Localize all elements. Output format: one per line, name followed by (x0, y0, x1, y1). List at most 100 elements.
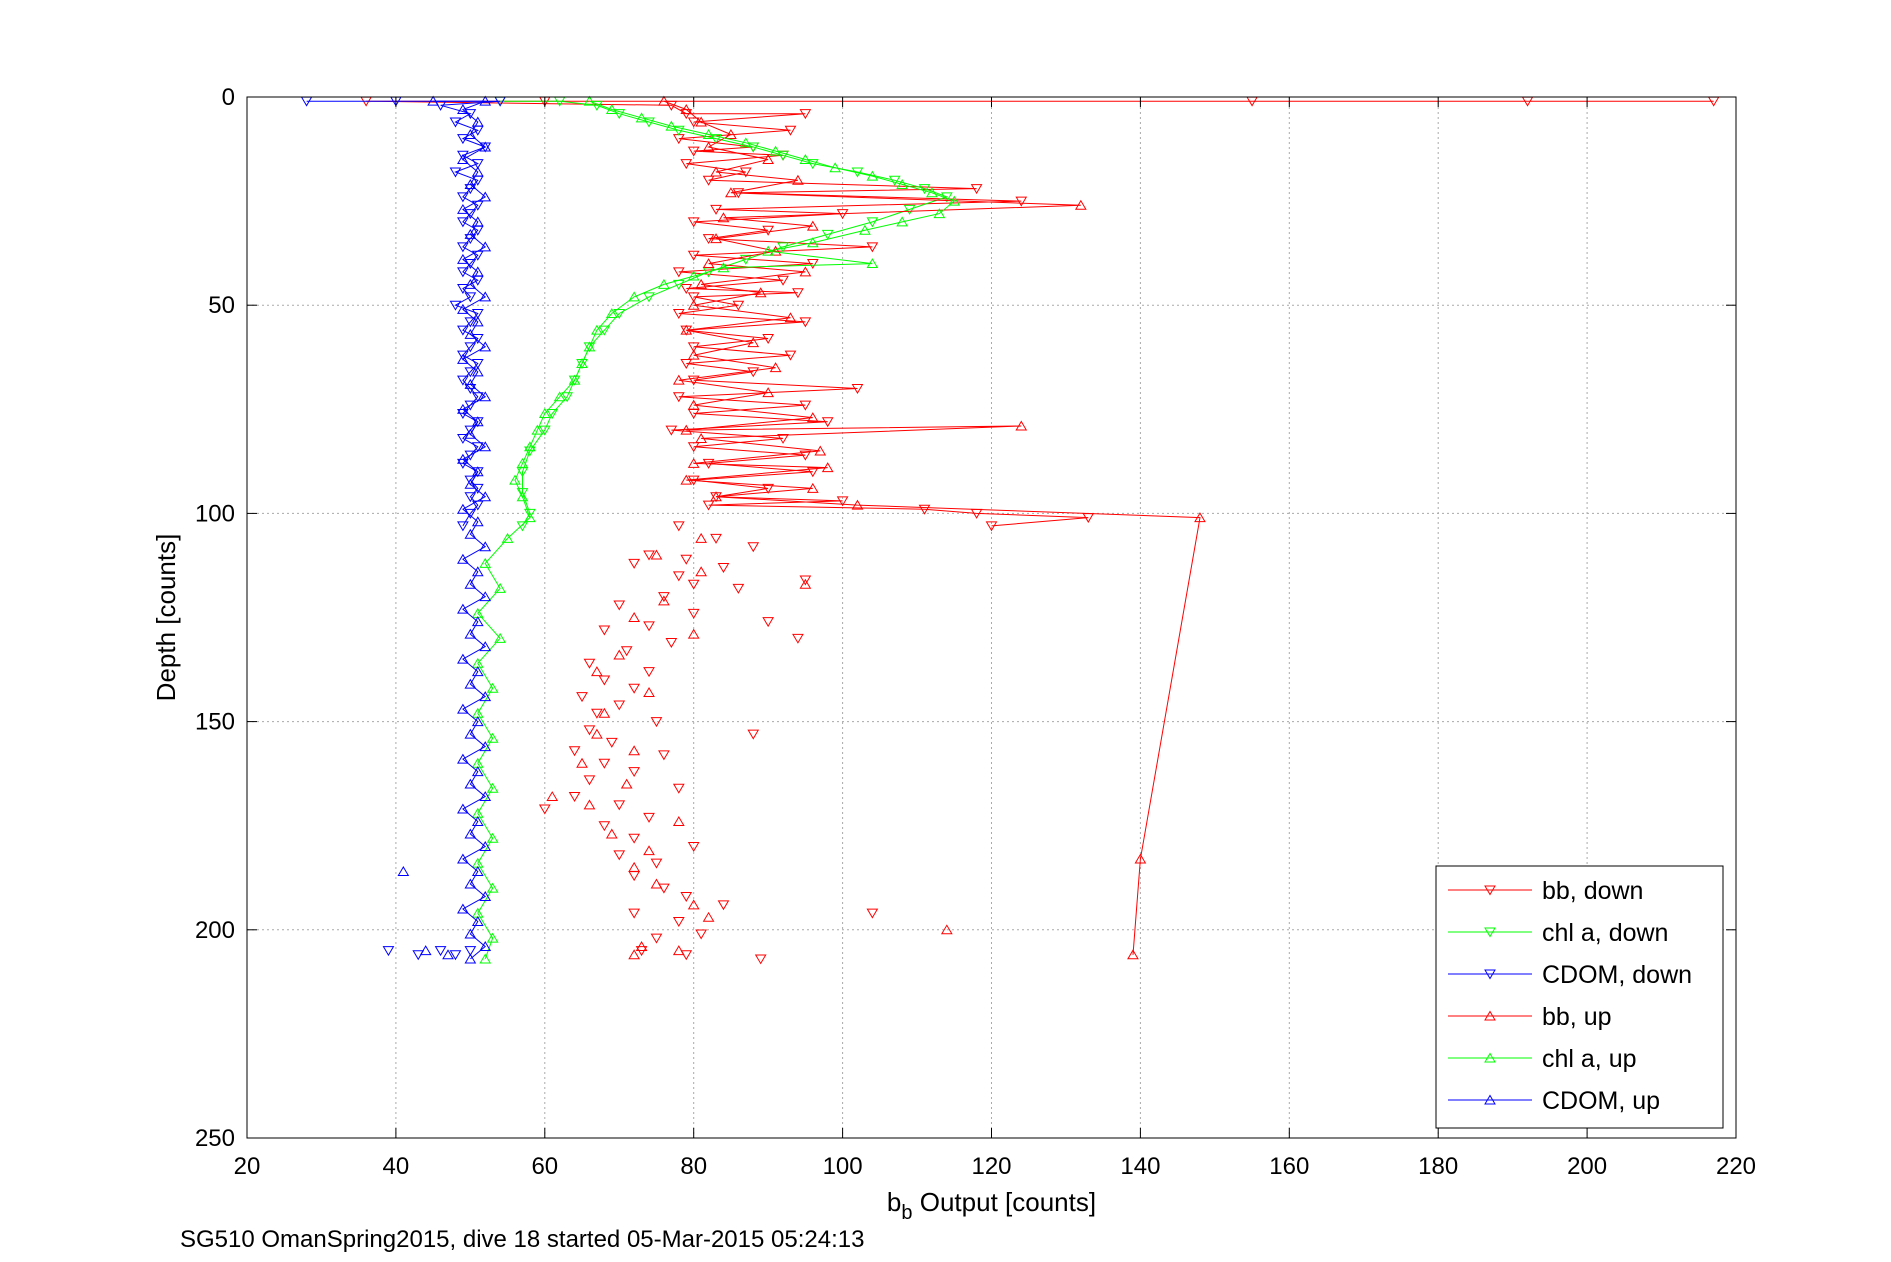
data-point (613, 800, 626, 811)
data-point (464, 328, 477, 339)
data-point (471, 116, 484, 127)
data-point (486, 832, 499, 843)
data-point (471, 309, 484, 320)
data-point (650, 933, 663, 944)
data-point (464, 492, 477, 503)
data-point (1194, 512, 1206, 523)
data-point (680, 554, 693, 565)
data-point (457, 453, 469, 464)
data-point (605, 104, 618, 114)
data-point (628, 558, 641, 569)
data-point (702, 128, 715, 139)
data-point (866, 242, 879, 253)
data-point (479, 391, 492, 402)
data-point (918, 504, 931, 515)
data-point (680, 104, 693, 114)
y-tick-label: 0 (222, 84, 235, 111)
data-point (643, 667, 655, 678)
data-point (687, 399, 700, 410)
data-point (859, 224, 871, 235)
data-point (471, 159, 484, 170)
data-point (464, 778, 477, 789)
data-point (583, 725, 596, 736)
data-point (970, 184, 983, 195)
data-point (754, 954, 767, 965)
data-point (672, 571, 685, 582)
data-point (866, 170, 879, 181)
legend-label: chl a, down (1542, 919, 1668, 947)
data-point (479, 741, 492, 752)
data-point (687, 608, 700, 619)
data-point (643, 621, 655, 632)
x-tick-label: 40 (383, 1153, 410, 1180)
x-tick-label: 120 (971, 1153, 1011, 1180)
data-point (762, 387, 775, 398)
data-point (479, 953, 492, 964)
legend-marker (1484, 1010, 1496, 1021)
data-point (799, 266, 812, 277)
data-point (747, 337, 760, 348)
x-tick-label: 160 (1269, 1153, 1309, 1180)
data-point (680, 159, 693, 170)
data-point (792, 174, 804, 185)
data-point (486, 882, 499, 893)
data-point (546, 408, 559, 419)
data-point (591, 708, 603, 719)
legend-entry: CDOM, up (1448, 1087, 1660, 1115)
data-point (1015, 196, 1028, 207)
data-point (799, 578, 812, 589)
legend-entry: bb, down (1448, 877, 1643, 905)
data-point (538, 804, 551, 815)
data-point (643, 845, 655, 856)
data-point (687, 442, 700, 453)
data-point (635, 112, 648, 123)
data-point (457, 267, 469, 278)
legend-marker (1484, 927, 1496, 938)
legend-entry: chl a, down (1448, 919, 1668, 947)
data-point (732, 300, 745, 311)
data-point (806, 259, 819, 270)
data-point (494, 582, 507, 593)
y-tick-label: 50 (208, 292, 235, 319)
data-point (457, 325, 469, 336)
data-point (479, 791, 492, 802)
data-point (792, 633, 804, 644)
data-point (643, 550, 655, 561)
data-point (777, 242, 789, 253)
legend-box (1435, 865, 1724, 1129)
data-point (583, 799, 596, 810)
data-point (680, 474, 693, 485)
data-point (419, 945, 432, 956)
data-point (464, 378, 477, 389)
data-point (457, 150, 469, 161)
data-point (784, 312, 797, 323)
data-point (464, 317, 477, 328)
data-point (516, 457, 529, 468)
data-point (672, 783, 685, 794)
data-point (464, 342, 477, 353)
data-point (762, 483, 775, 494)
data-point (866, 258, 879, 269)
data-point (903, 204, 916, 215)
data-point (687, 457, 700, 468)
data-point (486, 732, 499, 743)
data-point (628, 861, 641, 872)
data-point (702, 234, 715, 245)
data-point (747, 729, 760, 740)
data-point (568, 746, 581, 757)
y-axis-label: Depth [counts] (151, 534, 181, 702)
data-point (851, 499, 864, 510)
data-point (821, 417, 834, 428)
data-point (479, 95, 492, 106)
data-point (628, 949, 641, 960)
data-point (457, 853, 469, 864)
data-point (471, 416, 484, 427)
data-point (457, 553, 469, 564)
data-point (650, 858, 663, 869)
data-point (836, 496, 849, 507)
data-point (799, 317, 812, 328)
legend: bb, down chl a, down CDOM, down bb, up chl a… (1435, 865, 1724, 1129)
y-tick-label: 200 (195, 917, 235, 944)
data-point (739, 167, 752, 178)
legend-marker (1484, 1094, 1496, 1105)
